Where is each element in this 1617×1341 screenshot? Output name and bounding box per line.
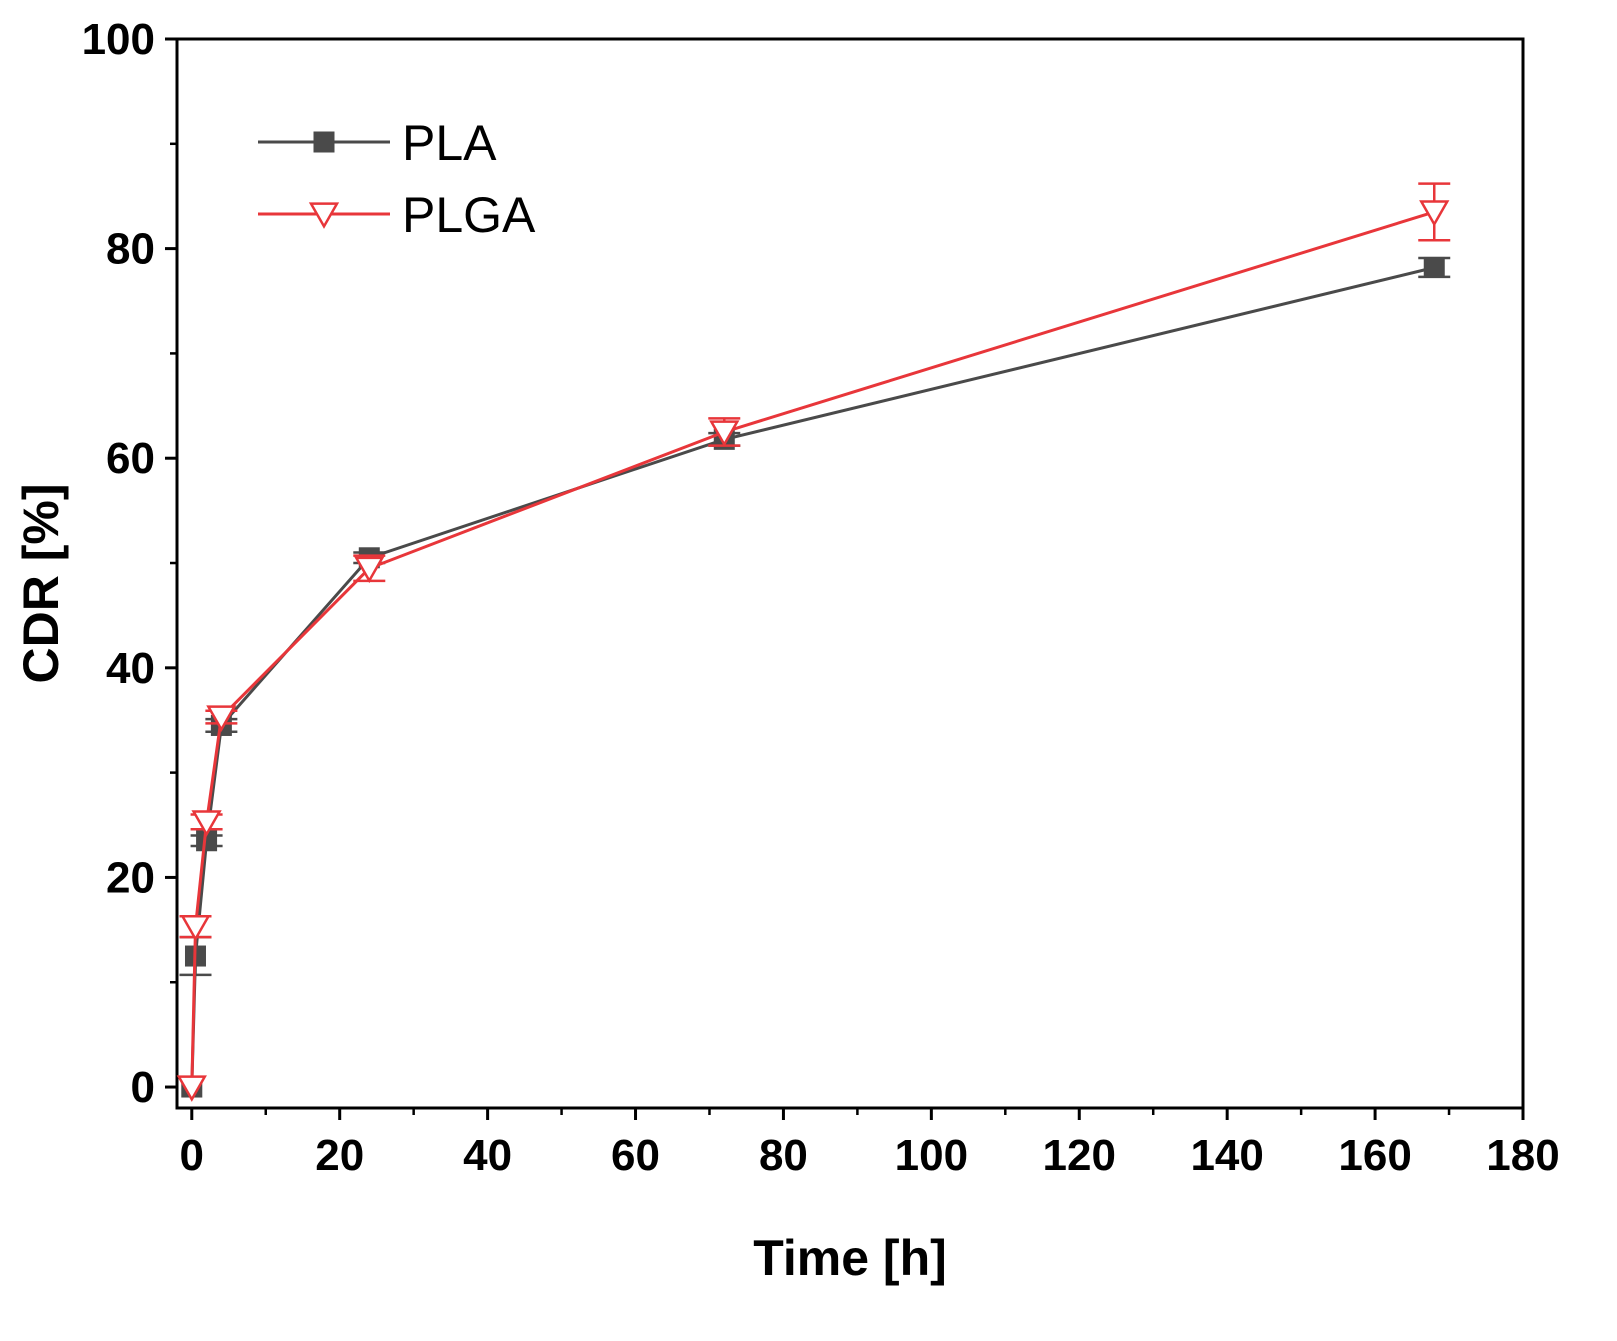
x-axis-title: Time [h] xyxy=(753,1230,947,1286)
x-tick-label-160: 160 xyxy=(1338,1131,1411,1180)
data-point-plga-4 xyxy=(354,556,385,584)
legend-item-pla: PLA xyxy=(258,115,497,171)
data-point-plga-2 xyxy=(191,810,222,837)
series-pla xyxy=(179,256,1451,1098)
series-group xyxy=(176,182,1451,1102)
data-point-plga-3 xyxy=(206,705,237,732)
x-tick-label-20: 20 xyxy=(315,1131,364,1180)
axes-group: 0 20 40 60 80 100 120 140 160 180 0 20 40 60 80 100 xyxy=(82,15,1560,1180)
legend-marker-pla xyxy=(313,131,335,153)
legend-marker-plga xyxy=(308,202,340,229)
x-tick-label-60: 60 xyxy=(611,1131,660,1180)
legend-item-plga: PLGA xyxy=(258,187,536,243)
data-point-pla-6 xyxy=(1423,256,1445,278)
y-tick-label-40: 40 xyxy=(106,644,155,693)
x-tick-label-100: 100 xyxy=(895,1131,968,1180)
series-plga xyxy=(176,182,1451,1102)
x-tick-label-140: 140 xyxy=(1190,1131,1263,1180)
data-point-plga-5 xyxy=(709,420,740,447)
x-tick-label-180: 180 xyxy=(1486,1131,1559,1180)
y-tick-label-60: 60 xyxy=(106,434,155,483)
data-point-plga-0 xyxy=(176,1075,207,1102)
series-line-plga xyxy=(190,210,1435,1088)
legend-label-pla: PLA xyxy=(402,115,497,171)
legend-label-plga: PLGA xyxy=(402,187,536,243)
x-tick-label-80: 80 xyxy=(759,1131,808,1180)
series-line-pla xyxy=(190,266,1435,1088)
x-tick-label-120: 120 xyxy=(1043,1131,1116,1180)
y-tick-label-80: 80 xyxy=(106,225,155,274)
y-tick-label-0: 0 xyxy=(131,1063,155,1112)
y-axis-title: CDR [%] xyxy=(13,484,69,684)
y-tick-label-100: 100 xyxy=(82,15,155,64)
x-tick-label-0: 0 xyxy=(180,1131,204,1180)
legend: PLA PLGA xyxy=(258,115,536,243)
data-point-plga-6 xyxy=(1419,200,1450,227)
x-tick-label-40: 40 xyxy=(463,1131,512,1180)
plot-frame xyxy=(175,37,1525,1110)
data-point-plga-1 xyxy=(180,915,211,942)
y-tick-label-20: 20 xyxy=(106,853,155,902)
